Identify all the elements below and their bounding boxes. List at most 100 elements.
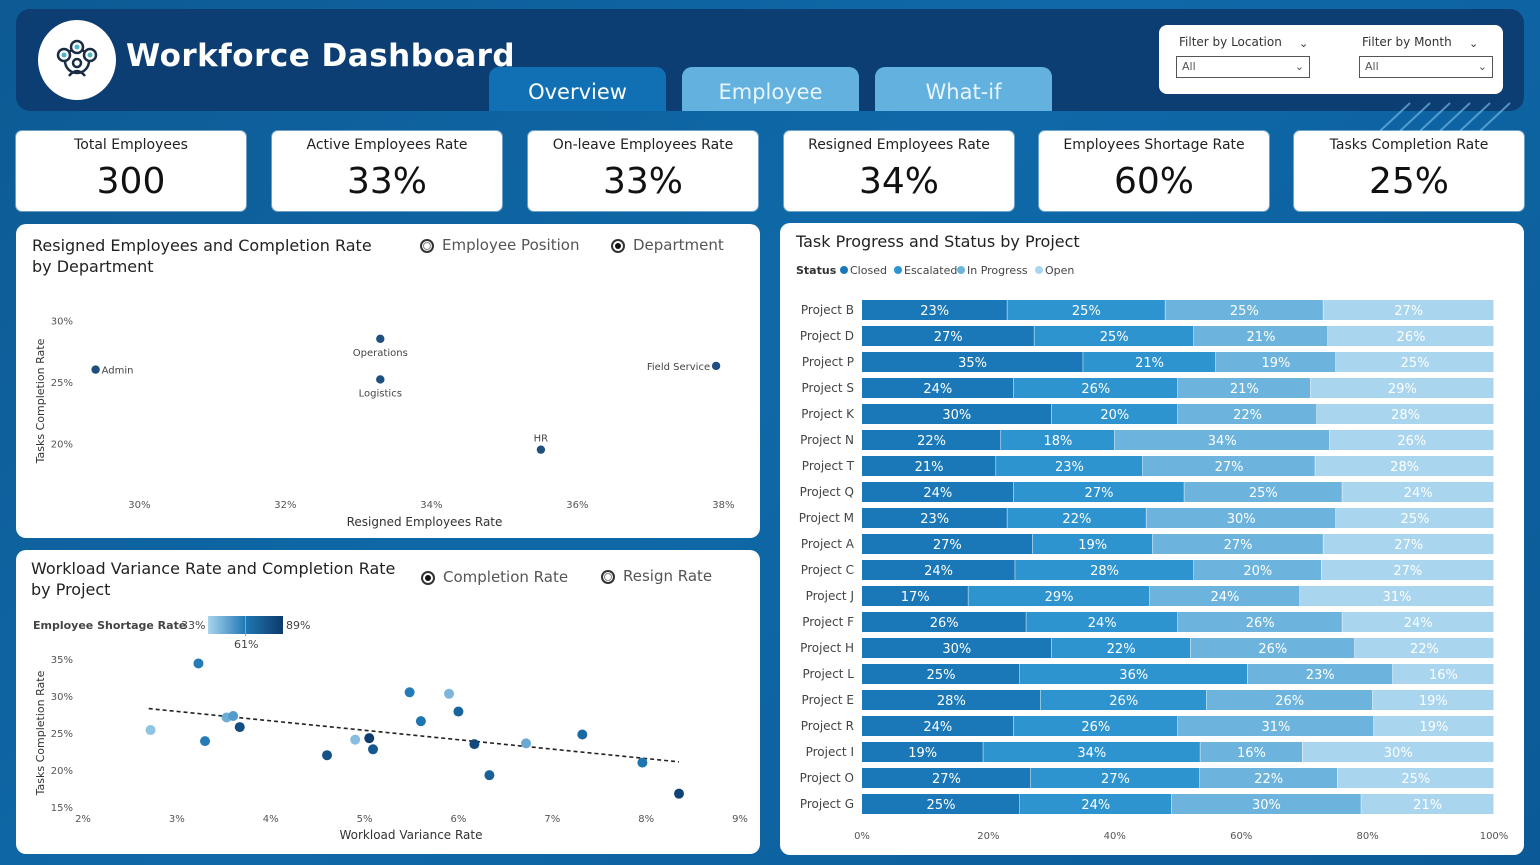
legend-marker bbox=[957, 266, 965, 274]
data-label: Logistics bbox=[359, 388, 402, 399]
bar-segment bbox=[862, 742, 984, 762]
bar-segment bbox=[862, 612, 1027, 632]
x-tick-label: 20% bbox=[977, 831, 999, 842]
data-label: 29% bbox=[1388, 382, 1417, 397]
chevron-down-icon[interactable]: ⌄ bbox=[1469, 37, 1479, 50]
radio-label: Employee Position bbox=[442, 236, 580, 254]
data-label: 36% bbox=[1119, 668, 1148, 683]
bar-segment bbox=[1051, 404, 1178, 424]
bar-segment bbox=[862, 378, 1014, 398]
data-label: 26% bbox=[1397, 434, 1426, 449]
data-label: 18% bbox=[1043, 434, 1072, 449]
y-tick-label: 30% bbox=[51, 692, 73, 703]
x-tick-label: 0% bbox=[854, 831, 870, 842]
tab-employee[interactable]: Employee bbox=[682, 67, 859, 111]
data-label: 25% bbox=[1401, 356, 1430, 371]
radio-department[interactable]: Department bbox=[611, 236, 724, 254]
month-filter-select[interactable]: All ⌄ bbox=[1359, 56, 1493, 78]
bar-segment bbox=[1001, 430, 1115, 450]
data-label: 28% bbox=[1390, 460, 1419, 475]
category-label: Project G bbox=[800, 797, 854, 811]
x-tick-label: 38% bbox=[712, 500, 734, 511]
tab-what-if[interactable]: What-if bbox=[875, 67, 1052, 111]
data-point bbox=[521, 738, 532, 749]
y-axis-label: Tasks Completion Rate bbox=[34, 338, 47, 464]
legend-title: Status bbox=[796, 264, 837, 277]
bar-segment bbox=[1354, 638, 1494, 658]
data-label: 30% bbox=[942, 408, 971, 423]
data-label: 25% bbox=[1401, 772, 1430, 787]
data-label: 24% bbox=[1404, 616, 1433, 631]
x-tick-label: 36% bbox=[566, 500, 588, 511]
data-label: 22% bbox=[1254, 772, 1283, 787]
data-label: 27% bbox=[1394, 304, 1423, 319]
x-tick-label: 80% bbox=[1356, 831, 1378, 842]
filter-panel: Filter by Location ⌄ All ⌄ Filter by Mon… bbox=[1159, 25, 1503, 94]
bar-segment bbox=[1083, 352, 1216, 372]
data-label: 17% bbox=[901, 590, 930, 605]
data-point bbox=[453, 706, 464, 717]
data-label: 30% bbox=[942, 642, 971, 657]
bar-segment bbox=[862, 534, 1033, 554]
x-tick-label: 60% bbox=[1230, 831, 1252, 842]
bar-segment bbox=[1206, 690, 1373, 710]
data-label: 24% bbox=[1081, 798, 1110, 813]
data-label: 30% bbox=[1384, 746, 1413, 761]
radio-label: Resign Rate bbox=[623, 567, 713, 585]
bar-segment bbox=[1142, 456, 1316, 476]
data-label: 23% bbox=[1055, 460, 1084, 475]
bar-segment bbox=[1300, 586, 1494, 606]
color-legend-title: Employee Shortage Rate bbox=[33, 619, 187, 632]
category-label: Project M bbox=[799, 511, 854, 525]
x-tick-label: 32% bbox=[274, 500, 296, 511]
data-label: 31% bbox=[1383, 590, 1412, 605]
bar-segment bbox=[1336, 352, 1494, 372]
kpi-on-leave-rate: On-leave Employees Rate 33% bbox=[528, 131, 758, 211]
data-label: 19% bbox=[908, 746, 937, 761]
bar-segment bbox=[862, 716, 1014, 736]
data-label: 28% bbox=[1090, 564, 1119, 579]
bar-segment bbox=[1321, 560, 1494, 580]
bar-segment bbox=[1184, 482, 1343, 502]
bar-segment bbox=[862, 586, 969, 606]
y-tick-label: 25% bbox=[51, 729, 73, 740]
bar-segment bbox=[1342, 612, 1494, 632]
tab-overview[interactable]: Overview bbox=[489, 67, 666, 111]
decorative-stripes bbox=[1379, 102, 1511, 131]
data-label: 26% bbox=[930, 616, 959, 631]
panel-title: Workload Variance Rate and Completion Ra… bbox=[31, 558, 395, 600]
category-label: Project J bbox=[806, 589, 854, 603]
radio-employee-position[interactable]: Employee Position bbox=[420, 236, 579, 254]
data-label: 19% bbox=[1078, 538, 1107, 553]
x-tick-label: 5% bbox=[357, 814, 373, 825]
bar-segment bbox=[1013, 716, 1178, 736]
data-label: 27% bbox=[933, 538, 962, 553]
bar-segment bbox=[862, 430, 1002, 450]
kpi-label: Employees Shortage Rate bbox=[1063, 137, 1245, 153]
bar-segment bbox=[1051, 638, 1191, 658]
bar-segment bbox=[862, 560, 1016, 580]
kpi-label: Active Employees Rate bbox=[306, 137, 468, 153]
data-point bbox=[368, 744, 379, 755]
app-title: Workforce Dashboard bbox=[126, 38, 516, 74]
data-label: 26% bbox=[1258, 642, 1287, 657]
data-label: 35% bbox=[958, 356, 987, 371]
y-tick-label: 15% bbox=[51, 803, 73, 814]
radio-completion-rate[interactable]: Completion Rate bbox=[421, 568, 568, 586]
data-label: 34% bbox=[1208, 434, 1237, 449]
chevron-down-icon[interactable]: ⌄ bbox=[1299, 37, 1309, 50]
bar-segment bbox=[862, 690, 1041, 710]
x-tick-label: 9% bbox=[732, 814, 748, 825]
radio-resign-rate[interactable]: Resign Rate bbox=[601, 567, 712, 585]
category-label: Project O bbox=[800, 771, 854, 785]
x-tick-label: 100% bbox=[1480, 831, 1509, 842]
legend-marker bbox=[1035, 266, 1043, 274]
x-axis-label: Resigned Employees Rate bbox=[347, 515, 503, 529]
bar-segment bbox=[1247, 664, 1393, 684]
location-filter-select[interactable]: All ⌄ bbox=[1176, 56, 1310, 78]
bar-segment bbox=[1034, 326, 1194, 346]
data-label: 26% bbox=[1081, 382, 1110, 397]
kpi-value: 34% bbox=[858, 161, 939, 202]
panel-title: Resigned Employees and Completion Rate b… bbox=[32, 235, 372, 277]
data-label: 27% bbox=[1101, 772, 1130, 787]
